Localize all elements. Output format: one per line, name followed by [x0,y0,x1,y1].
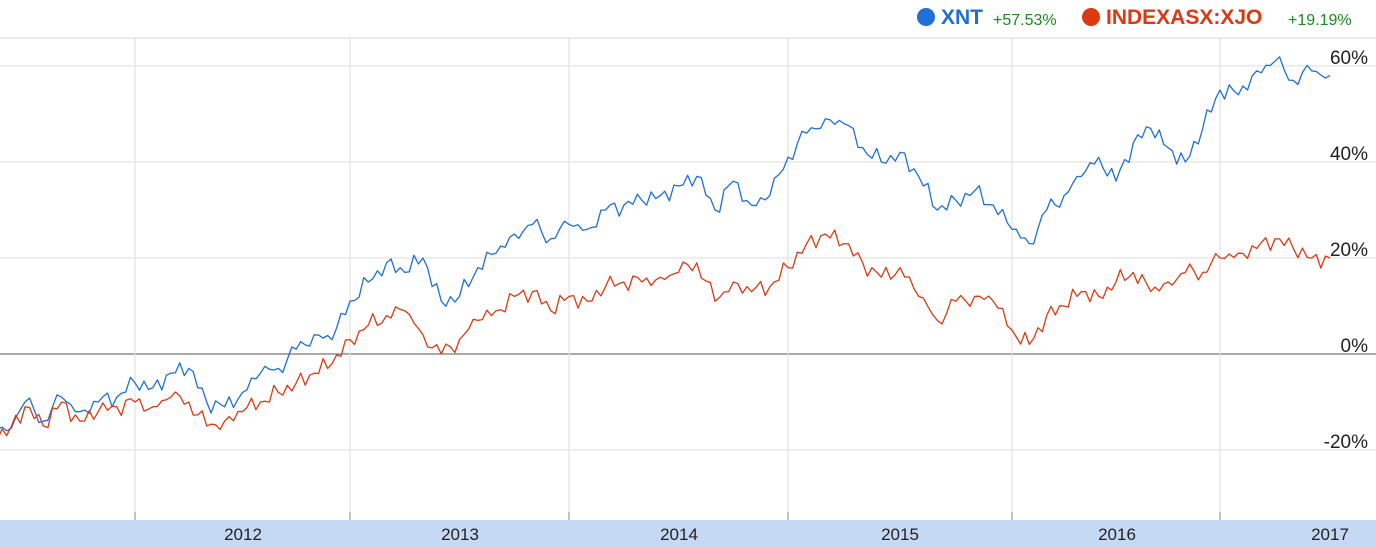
series-line-xnt [0,56,1331,432]
legend-series-name: INDEXASX:XJO [1106,6,1262,29]
x-tick-label: 2014 [660,525,698,544]
x-axis-background [0,520,1376,548]
y-axis-ticks: 60% 40% 20% 0% -20% [1324,48,1368,453]
legend-series-name: XNT [941,6,983,29]
x-tick-label: 2016 [1098,525,1136,544]
y-tick-label: 60% [1330,48,1368,69]
x-axis-band [0,512,1376,548]
series-lines [0,56,1331,437]
legend-series-change: +19.19% [1288,12,1352,29]
y-tick-label: 20% [1330,240,1368,261]
x-tick-label: 2013 [441,525,479,544]
gridlines [0,37,1376,520]
legend-dot-icon [917,8,935,26]
legend-item[interactable]: INDEXASX:XJO +19.19% [1082,6,1352,29]
y-tick-label: -20% [1324,432,1368,453]
series-line-indexasx-xjo [0,229,1331,437]
x-tick-label: 2015 [881,525,919,544]
legend: XNT +57.53% INDEXASX:XJO +19.19% [917,6,1352,29]
legend-item[interactable]: XNT +57.53% [917,6,1057,29]
x-axis-ticks: 2012 2013 2014 2015 2016 2017 [224,525,1349,544]
x-tick-label: 2017 [1311,525,1349,544]
legend-series-change: +57.53% [993,12,1057,29]
y-tick-label: 0% [1341,336,1369,357]
x-tick-label: 2012 [224,525,262,544]
y-tick-label: 40% [1330,144,1368,165]
legend-dot-icon [1082,8,1100,26]
